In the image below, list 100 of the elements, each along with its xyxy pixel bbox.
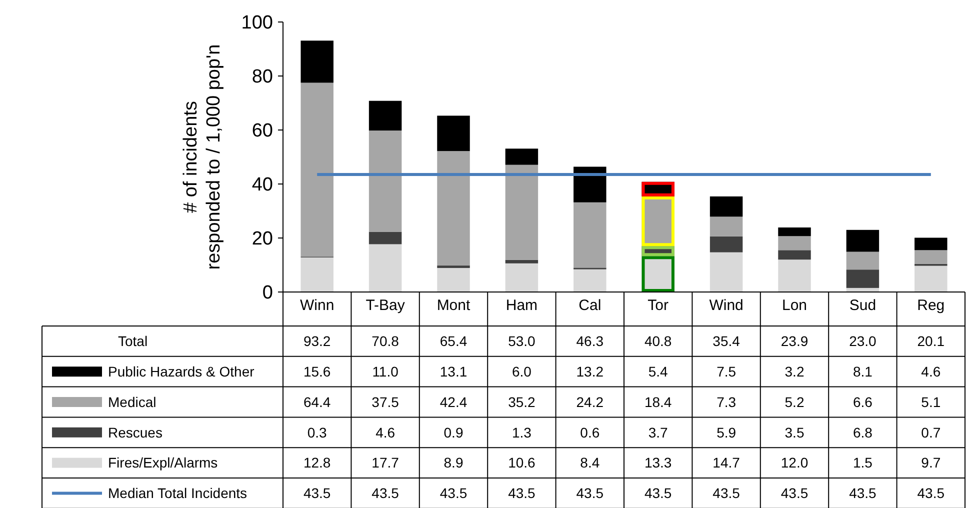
data-label: 35.2: [508, 394, 536, 410]
data-label: 17.7: [372, 454, 400, 471]
data-label: 43.5: [576, 485, 604, 502]
x-tick-label: Tor: [648, 297, 669, 314]
x-tick-label: Reg: [917, 297, 945, 314]
total-label: 53.0: [508, 333, 536, 350]
text: Total: [118, 333, 148, 350]
data-label: 6.6: [852, 394, 873, 410]
total-label: 70.8: [372, 333, 400, 350]
bar: [710, 216, 743, 236]
data-label: 13.1: [440, 364, 468, 380]
data-label: 7.3: [716, 394, 736, 410]
data-label: 13.3: [644, 454, 672, 471]
x-tick-label: T-Bay: [366, 297, 406, 314]
x-tick-label: Mont: [436, 297, 471, 314]
bar: [778, 260, 811, 292]
legend-label: Medical: [108, 394, 156, 410]
data-label: 12.0: [780, 454, 808, 471]
data-label: 13.2: [576, 364, 604, 380]
data-label: 3.2: [784, 364, 804, 380]
data-label: 43.5: [780, 485, 808, 502]
data-label: 4.6: [376, 424, 396, 440]
bar: [914, 250, 948, 264]
total-label: 23.0: [849, 333, 877, 350]
total-label: 23.9: [780, 333, 808, 350]
data-label: 0.3: [307, 424, 328, 440]
data-label: 7.5: [716, 364, 736, 380]
bar: [300, 40, 334, 83]
total-label: 35.4: [712, 333, 740, 350]
bar: [574, 202, 606, 268]
bar: [778, 250, 811, 260]
x-tick-label: Winn: [300, 297, 334, 314]
bar: [437, 268, 470, 292]
data-label: 43.5: [644, 485, 672, 502]
bar: [846, 252, 880, 270]
legend-label: Median Total Incidents: [108, 485, 248, 502]
bar: [505, 260, 538, 264]
bar: [368, 232, 402, 244]
bar: [368, 100, 402, 131]
bar: [505, 148, 538, 165]
data-label: 8.9: [444, 454, 464, 471]
data-label: 12.8: [303, 454, 331, 471]
data-label: 10.6: [508, 454, 536, 471]
data-label: 5.9: [716, 424, 736, 440]
data-label: 43.5: [440, 485, 468, 502]
data-label: 6.0: [512, 364, 532, 380]
data-label: 43.5: [303, 485, 331, 502]
bar: [437, 116, 470, 152]
data-label: 42.4: [440, 394, 468, 410]
data-label: 5.4: [648, 364, 668, 380]
bar: [778, 227, 811, 236]
data-label: 43.5: [508, 485, 536, 502]
bar: [914, 266, 948, 292]
y-tick-label: 100: [241, 12, 273, 34]
data-label: 0.7: [921, 424, 941, 440]
data-label: 11.0: [372, 364, 399, 380]
data-label: 0.9: [444, 424, 464, 440]
data-label: 5.2: [784, 394, 804, 410]
data-label: 1.5: [852, 454, 873, 471]
data-label: 3.5: [784, 424, 804, 440]
y-tick-label: 0: [262, 282, 273, 304]
data-label: 24.2: [576, 394, 604, 410]
bar: [846, 270, 880, 288]
data-label: 18.4: [644, 394, 672, 410]
y-tick-label: 20: [252, 228, 273, 250]
data-label: 4.6: [921, 364, 941, 380]
bar: [300, 257, 334, 292]
data-label: 9.7: [921, 454, 941, 471]
data-label: 6.8: [852, 424, 873, 440]
y-axis-title: # of incidents responded to / 1,000 pop'n: [180, 44, 224, 270]
bar: [300, 82, 334, 257]
data-label: 8.4: [580, 454, 600, 471]
total-label: 46.3: [576, 333, 604, 350]
bar: [437, 151, 470, 266]
y-tick-label: 60: [252, 120, 273, 142]
bar: [505, 164, 538, 260]
y-tick-label: 40: [252, 174, 273, 196]
bar: [914, 238, 948, 250]
bar: [846, 230, 880, 252]
bar: [710, 252, 743, 292]
bar: [368, 244, 402, 292]
y-tick-label: 80: [252, 66, 273, 88]
legend-label: Public Hazards & Other: [108, 364, 255, 380]
data-label: 43.5: [849, 485, 877, 502]
data-label: 15.6: [303, 364, 331, 380]
total-label: 93.2: [303, 333, 331, 350]
data-label: 5.1: [921, 394, 941, 410]
x-tick-label: Ham: [506, 297, 538, 314]
data-label: 1.3: [512, 424, 532, 440]
bar: [505, 263, 538, 292]
bar: [710, 196, 743, 217]
data-label: 43.5: [372, 485, 400, 502]
x-tick-label: Wind: [709, 297, 744, 314]
total-label: 20.1: [917, 333, 945, 350]
data-label: 37.5: [372, 394, 400, 410]
data-label: 3.7: [648, 424, 668, 440]
x-tick-label: Cal: [578, 297, 602, 314]
bar: [574, 166, 606, 202]
x-tick-label: Lon: [782, 297, 808, 314]
total-label: 40.8: [644, 333, 672, 350]
